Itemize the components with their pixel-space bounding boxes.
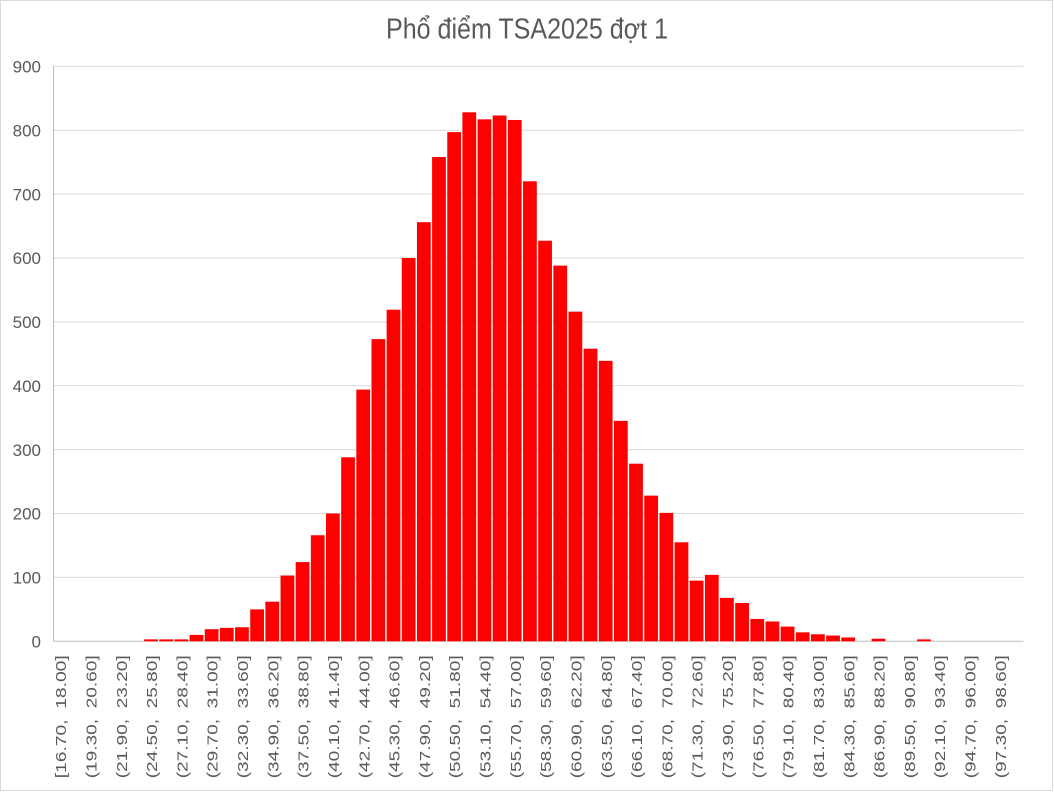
svg-text:500: 500	[13, 313, 41, 332]
svg-text:(42.70, 44.00]: (42.70, 44.00]	[356, 655, 373, 778]
svg-text:(81.70, 83.00]: (81.70, 83.00]	[811, 655, 828, 778]
svg-text:(79.10, 80.40]: (79.10, 80.40]	[781, 655, 798, 778]
svg-text:Phổ điểm TSA2025 đợt 1: Phổ điểm TSA2025 đợt 1	[386, 13, 668, 45]
svg-text:(53.10, 54.40]: (53.10, 54.40]	[478, 655, 495, 778]
svg-text:(58.30, 59.60]: (58.30, 59.60]	[538, 655, 555, 778]
svg-text:600: 600	[13, 249, 41, 268]
svg-text:(60.90, 62.20]: (60.90, 62.20]	[568, 655, 585, 778]
svg-text:(37.50, 38.80]: (37.50, 38.80]	[296, 655, 313, 778]
svg-text:(50.50, 51.80]: (50.50, 51.80]	[447, 655, 464, 778]
svg-text:(84.30, 85.60]: (84.30, 85.60]	[841, 655, 858, 778]
svg-text:200: 200	[13, 505, 41, 524]
svg-text:(97.30, 98.60]: (97.30, 98.60]	[993, 655, 1010, 778]
svg-text:(92.10, 93.40]: (92.10, 93.40]	[932, 655, 949, 778]
svg-text:[16.70, 18.00]: [16.70, 18.00]	[53, 655, 70, 778]
svg-text:(66.10, 67.40]: (66.10, 67.40]	[629, 655, 646, 778]
svg-text:(71.30, 72.60]: (71.30, 72.60]	[690, 655, 707, 778]
svg-text:(32.30, 33.60]: (32.30, 33.60]	[235, 655, 252, 778]
svg-text:900: 900	[13, 58, 41, 77]
svg-text:(19.30, 20.60]: (19.30, 20.60]	[83, 655, 100, 778]
svg-text:(24.50, 25.80]: (24.50, 25.80]	[144, 655, 161, 778]
svg-text:(86.90, 88.20]: (86.90, 88.20]	[872, 655, 889, 778]
svg-text:(45.30, 46.60]: (45.30, 46.60]	[387, 655, 404, 778]
svg-text:800: 800	[13, 121, 41, 140]
svg-text:(21.90, 23.20]: (21.90, 23.20]	[114, 655, 131, 778]
svg-text:(34.90, 36.20]: (34.90, 36.20]	[265, 655, 282, 778]
svg-text:(89.50, 90.80]: (89.50, 90.80]	[902, 655, 919, 778]
svg-text:(29.70, 31.00]: (29.70, 31.00]	[205, 655, 222, 778]
svg-text:0: 0	[32, 633, 41, 652]
svg-text:(73.90, 75.20]: (73.90, 75.20]	[720, 655, 737, 778]
svg-text:(94.70, 96.00]: (94.70, 96.00]	[963, 655, 980, 778]
svg-text:300: 300	[13, 441, 41, 460]
svg-text:(47.90, 49.20]: (47.90, 49.20]	[417, 655, 434, 778]
svg-text:700: 700	[13, 185, 41, 204]
svg-text:(63.50, 64.80]: (63.50, 64.80]	[599, 655, 616, 778]
svg-text:400: 400	[13, 377, 41, 396]
svg-text:(40.10, 41.40]: (40.10, 41.40]	[326, 655, 343, 778]
svg-text:100: 100	[13, 569, 41, 588]
svg-text:(27.10, 28.40]: (27.10, 28.40]	[174, 655, 191, 778]
svg-text:(55.70, 57.00]: (55.70, 57.00]	[508, 655, 525, 778]
svg-text:(68.70, 70.00]: (68.70, 70.00]	[659, 655, 676, 778]
svg-text:(76.50, 77.80]: (76.50, 77.80]	[750, 655, 767, 778]
